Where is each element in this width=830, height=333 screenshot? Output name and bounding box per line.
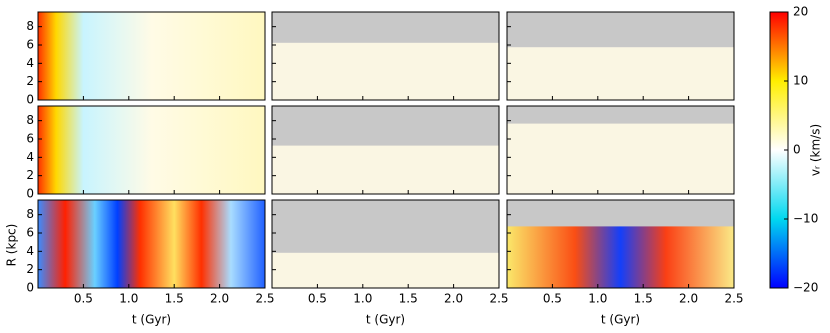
panel-frame — [37, 105, 266, 195]
colorbar-tick-label: 20 — [793, 5, 808, 19]
x-tick-label: 1.5 — [399, 292, 418, 306]
colorbar-tick-label: 0 — [793, 143, 801, 157]
y-tick-label: 4 — [26, 244, 34, 258]
panel-frame — [37, 199, 266, 289]
panel-frame — [271, 105, 500, 195]
x-tick-label: 2.5 — [724, 292, 743, 306]
x-tick-label: 2.5 — [489, 292, 508, 306]
panel-frame — [271, 11, 500, 101]
x-axis-label: t (Gyr) — [366, 313, 405, 327]
colorbar-tick-label: −20 — [793, 281, 818, 295]
colorbar-label: vᵣ (km/s) — [809, 124, 823, 176]
y-tick-label: 6 — [26, 132, 34, 146]
x-tick-label: 2.0 — [679, 292, 698, 306]
y-axis-label: R (kpc) — [5, 224, 19, 267]
panel-field — [507, 123, 734, 194]
x-axis-label: t (Gyr) — [132, 313, 171, 327]
panel-frame — [37, 11, 266, 101]
panel-frame — [506, 105, 735, 195]
panel-background — [38, 12, 265, 100]
panel-background — [38, 106, 265, 194]
x-tick-label: 0.5 — [74, 292, 93, 306]
y-tick-label: 8 — [26, 19, 34, 33]
y-tick-label: 8 — [26, 207, 34, 221]
y-tick-label: 8 — [26, 113, 34, 127]
y-tick-label: 6 — [26, 226, 34, 240]
x-tick-label: 1.0 — [588, 292, 607, 306]
y-tick-label: 0 — [26, 187, 34, 201]
x-tick-label: 1.5 — [165, 292, 184, 306]
x-axis-label: t (Gyr) — [601, 313, 640, 327]
x-tick-label: 1.0 — [119, 292, 138, 306]
y-tick-label: 6 — [26, 38, 34, 52]
x-tick-label: 0.5 — [543, 292, 562, 306]
x-tick-label: 2.0 — [210, 292, 229, 306]
y-tick-label: 0 — [26, 281, 34, 295]
x-tick-label: 2.0 — [444, 292, 463, 306]
y-tick-label: 4 — [26, 56, 34, 70]
panel-field — [507, 226, 734, 288]
x-tick-label: 2.5 — [255, 292, 274, 306]
colorbar-tick-label: −10 — [793, 212, 818, 226]
panel-background — [38, 200, 265, 288]
y-tick-label: 2 — [26, 262, 34, 276]
panel-frame — [506, 11, 735, 101]
y-tick-label: 2 — [26, 168, 34, 182]
panel-frame — [271, 199, 500, 289]
colorbar-tick-label: 10 — [793, 74, 808, 88]
y-tick-label: 2 — [26, 74, 34, 88]
panel-field — [272, 252, 499, 288]
y-tick-label: 4 — [26, 150, 34, 164]
panel-field — [507, 47, 734, 100]
panel-frame — [506, 199, 735, 289]
x-tick-label: 0.5 — [308, 292, 327, 306]
y-tick-label: 0 — [26, 93, 34, 107]
panel-field — [272, 42, 499, 100]
x-tick-label: 1.0 — [353, 292, 372, 306]
panel-field — [272, 145, 499, 194]
x-tick-label: 1.5 — [634, 292, 653, 306]
